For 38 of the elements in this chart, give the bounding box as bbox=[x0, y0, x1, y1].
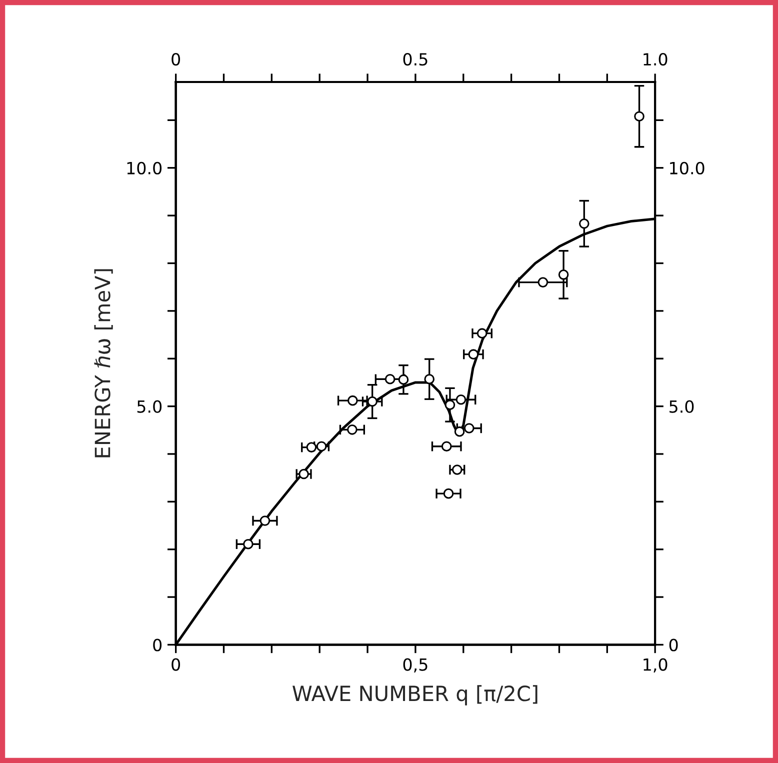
point bbox=[243, 538, 254, 550]
point bbox=[476, 328, 488, 338]
point bbox=[578, 218, 590, 229]
point bbox=[260, 516, 270, 526]
point bbox=[444, 400, 456, 410]
y2-tick-label: 10.0 bbox=[670, 162, 704, 174]
point bbox=[464, 423, 474, 434]
point bbox=[634, 111, 644, 122]
point bbox=[456, 394, 466, 405]
point bbox=[558, 270, 569, 280]
point bbox=[424, 374, 435, 384]
point bbox=[538, 277, 548, 288]
y-tick-label: 10.0 bbox=[127, 162, 162, 174]
x-tick-label: 0 bbox=[172, 658, 180, 671]
point bbox=[306, 442, 317, 452]
y-axis-title: ENERGY ℏω [meV] bbox=[94, 269, 113, 458]
point bbox=[384, 374, 396, 384]
y2-tick-label: 5.0 bbox=[670, 400, 694, 413]
point bbox=[454, 426, 465, 437]
x2-tick-label: 1.0 bbox=[644, 52, 668, 66]
x2-tick-label: 0.5 bbox=[403, 52, 428, 66]
y-tick-label: 5.0 bbox=[137, 400, 162, 413]
point bbox=[468, 349, 479, 360]
x-tick-label: 1,0 bbox=[644, 658, 668, 673]
point bbox=[298, 468, 309, 480]
point bbox=[443, 488, 454, 499]
y2-tick-label: 0 bbox=[669, 638, 678, 652]
point bbox=[367, 396, 378, 407]
point bbox=[452, 464, 462, 475]
x-axis-title: WAVE NUMBER q [π/2C] bbox=[292, 685, 538, 706]
point bbox=[441, 441, 452, 452]
point bbox=[347, 424, 358, 435]
x-tick-label: 0,5 bbox=[403, 658, 428, 673]
point bbox=[316, 441, 327, 452]
x2-tick-label: 0 bbox=[172, 52, 180, 66]
point bbox=[398, 374, 409, 385]
point bbox=[348, 395, 358, 406]
y-tick-label: 0 bbox=[153, 638, 162, 652]
